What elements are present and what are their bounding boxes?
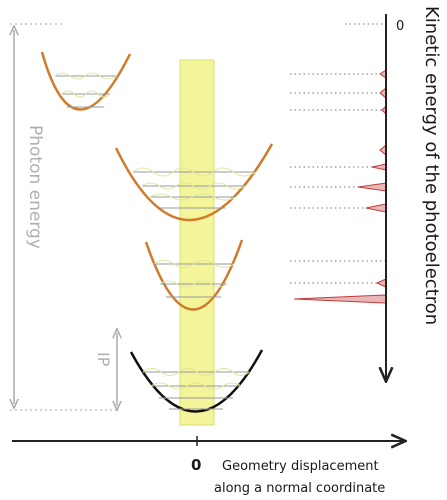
spectrum-peak (371, 163, 387, 171)
spectrum-peak (357, 182, 387, 192)
kinetic-energy-axis-title: Kinetic energy of the photoelectron (421, 6, 442, 325)
wavefunction (132, 167, 256, 177)
spectrum-peak (375, 278, 387, 288)
photon-energy-label: Photon energy (25, 125, 45, 249)
cation-state-3 (144, 239, 244, 311)
wavefunction (142, 368, 250, 376)
cation-state-1 (40, 51, 132, 111)
energy-level-connectors (290, 23, 390, 284)
cation-potential-curve-1 (40, 51, 132, 111)
wavefunction (150, 382, 242, 390)
wavefunction (54, 72, 118, 80)
wavefunction (159, 280, 228, 288)
photoelectron-spectrum (293, 69, 387, 304)
cation-state-2 (114, 143, 274, 222)
geometry-axis-title-line1: Geometry displacement (222, 459, 379, 474)
wavefunction (141, 182, 246, 190)
neutral-potential-curve (129, 349, 264, 413)
neutral-state (129, 349, 264, 413)
cation-potential-curve-2 (114, 143, 274, 222)
wavefunction (61, 90, 111, 98)
ip-label: IP (94, 352, 113, 367)
spectrum-peak (365, 203, 387, 213)
geometry-axis-title-line2: along a normal coordinate (214, 481, 385, 496)
transition-band (179, 59, 215, 426)
spectrum-peak (293, 294, 387, 304)
wavefunction (153, 260, 235, 268)
photon-energy-guide (10, 23, 118, 411)
cation-potential-curve-3 (144, 239, 244, 311)
wavefunction (149, 193, 237, 201)
origin-label: 0 (191, 456, 201, 474)
kinetic-energy-zero-label: 0 (396, 19, 404, 34)
